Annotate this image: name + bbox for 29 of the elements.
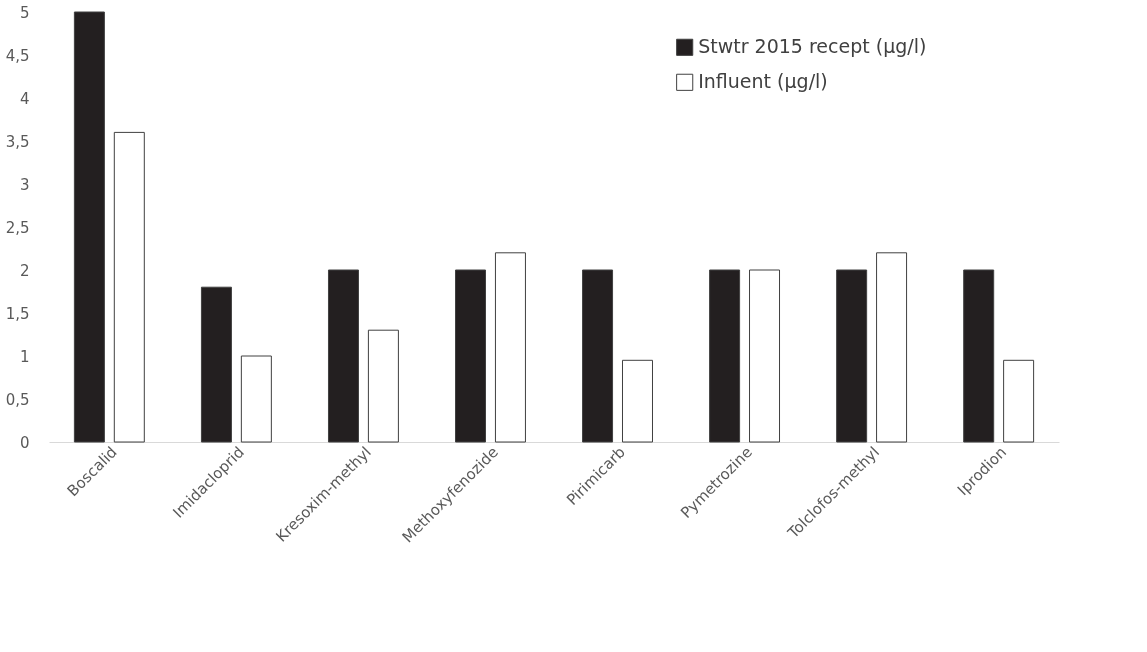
- bar: [836, 269, 868, 443]
- bar: [200, 286, 232, 443]
- y-tick-label: 4: [19, 89, 30, 108]
- bar: [494, 252, 526, 443]
- bar: [73, 11, 105, 443]
- bar: [367, 329, 399, 443]
- y-tick-label: 3: [19, 175, 30, 194]
- bar: [1003, 359, 1035, 443]
- bar: [327, 269, 359, 443]
- legend-label: Influent (µg/l): [698, 70, 828, 93]
- y-tick-label: 3,5: [5, 132, 30, 151]
- bar: [240, 355, 272, 443]
- bar: [963, 269, 995, 443]
- bar: [582, 269, 614, 443]
- y-tick-label: 0,5: [5, 390, 30, 409]
- y-tick-label: 0: [19, 433, 30, 452]
- bar: [709, 269, 741, 443]
- bar: [876, 252, 908, 443]
- bar: [749, 269, 781, 443]
- y-tick-label: 5: [19, 3, 30, 22]
- legend-label: Stwtr 2015 recept (µg/l): [698, 35, 927, 58]
- bar: [621, 359, 653, 443]
- y-tick-label: 1: [19, 347, 30, 366]
- y-tick-label: 1,5: [5, 304, 30, 323]
- bar: [113, 131, 145, 443]
- bar: [455, 269, 487, 443]
- y-tick-label: 2: [19, 261, 30, 280]
- y-tick-label: 2,5: [5, 218, 30, 237]
- y-tick-label: 4,5: [5, 46, 30, 65]
